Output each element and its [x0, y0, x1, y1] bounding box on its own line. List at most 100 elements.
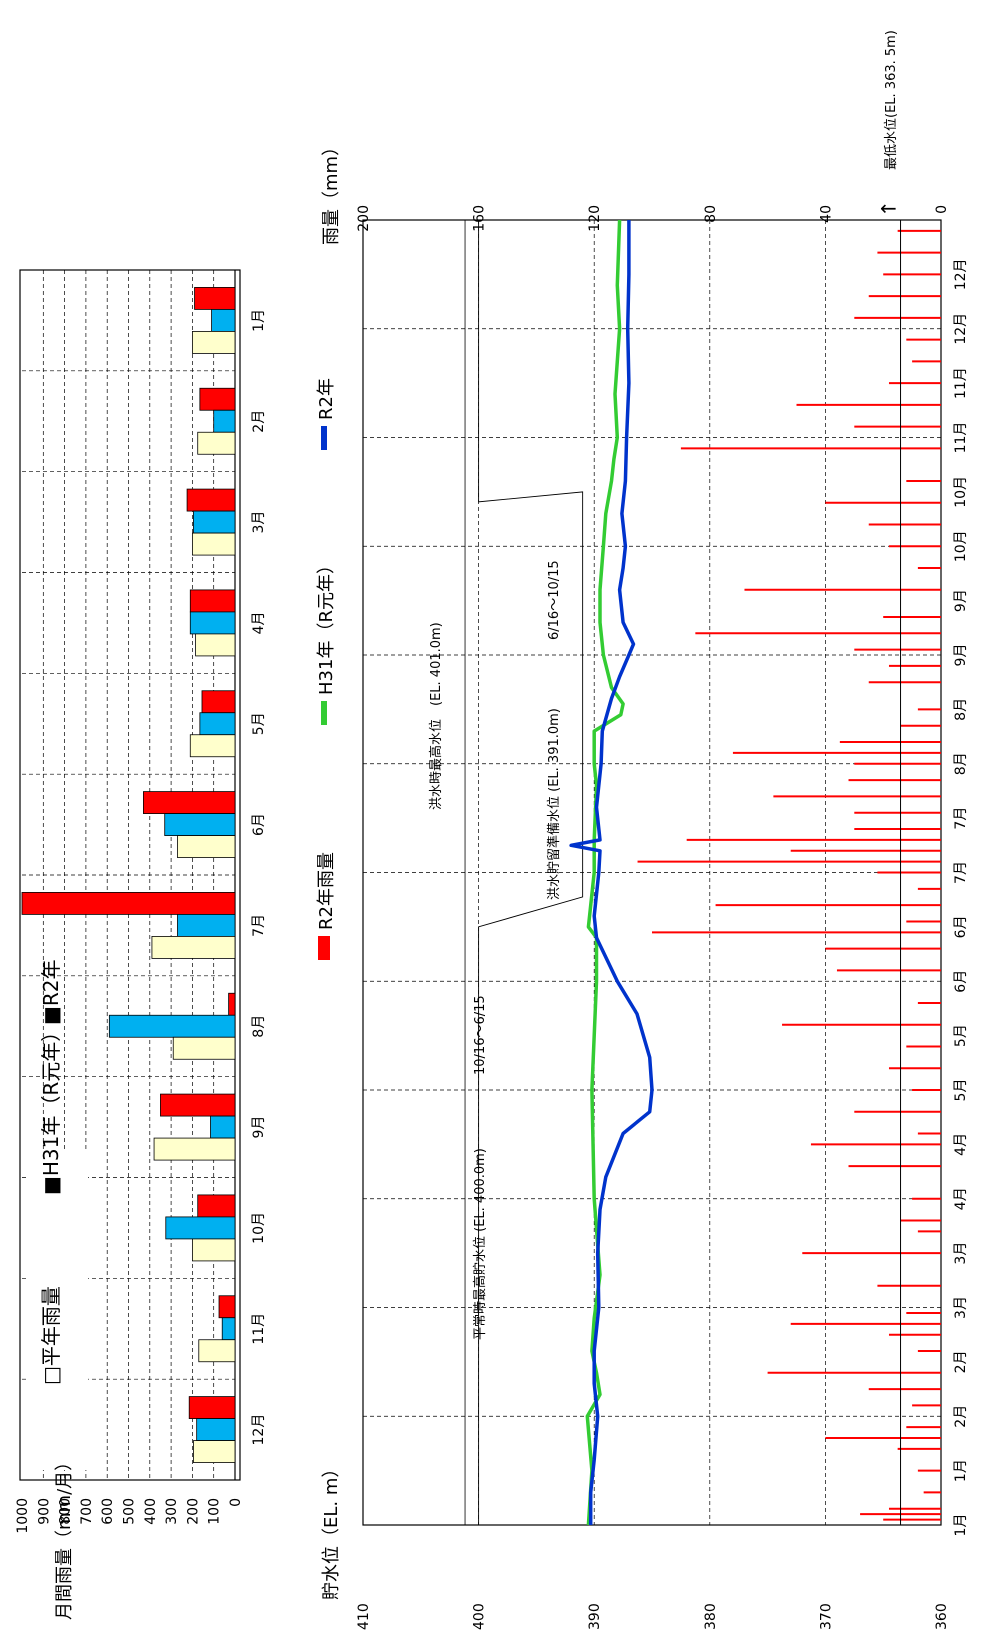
month-mid-tick: 3月: [953, 1242, 969, 1265]
water-level-axis-label: 貯水位（EL. m）: [321, 1460, 342, 1600]
rainfall-tick: 120: [587, 205, 603, 232]
bar-legend-bg: [28, 1150, 88, 1470]
bar: [195, 633, 236, 657]
rainfall-tick: 0: [934, 205, 950, 214]
month-mid-tick: 5月: [953, 1024, 969, 1047]
month-tick: 6月: [953, 970, 969, 993]
bar: [193, 1440, 236, 1463]
bar: [189, 611, 236, 635]
water-level-tick: 400: [472, 1603, 488, 1630]
bar-month-label: 8月: [251, 1015, 267, 1038]
bar: [196, 1418, 236, 1441]
bar: [153, 1137, 236, 1161]
bar-month-label: 12月: [251, 1414, 267, 1446]
month-mid-tick: 9月: [953, 589, 969, 612]
bar: [211, 309, 236, 332]
bar-legend-label: ■R2年: [39, 959, 63, 1025]
bar: [186, 488, 236, 512]
month-tick: 10月: [953, 530, 969, 562]
line-legend-label: R2年雨量: [316, 852, 337, 930]
min-level-arrow: ←: [880, 196, 897, 220]
bar: [172, 1036, 236, 1060]
bar-month-label: 6月: [251, 813, 267, 836]
bar: [197, 1194, 236, 1218]
bar-month-label: 11月: [251, 1313, 267, 1345]
month-mid-tick: 4月: [953, 1133, 969, 1156]
monthly-rainfall-chart: 1000 900 800 700 600 500 400 300 200 100 0 1月2月3月4…: [15, 269, 267, 1620]
water-level-series: [585, 219, 625, 1526]
annotation-flood-period: 6/16～10/15: [547, 560, 562, 640]
bar: [201, 690, 236, 714]
bar-y-tick: 900: [36, 1498, 52, 1525]
bar: [191, 1238, 236, 1262]
bar-month-label: 1月: [251, 309, 267, 332]
bar-legend-label: □平年雨量: [39, 1286, 63, 1385]
bar-month-label: 9月: [251, 1116, 267, 1139]
month-tick: 2月: [953, 1405, 969, 1428]
rainfall-tick: 40: [818, 205, 834, 223]
bar: [189, 589, 236, 613]
water-level-tick: 380: [703, 1603, 719, 1630]
bar: [177, 835, 236, 858]
bar-y-tick: 700: [79, 1498, 95, 1525]
rainfall-tick: 200: [356, 205, 372, 232]
month-tick: 3月: [953, 1296, 969, 1319]
bar: [189, 734, 236, 758]
water-level-series: [569, 220, 654, 1525]
bar: [188, 1396, 236, 1419]
month-tick: 9月: [953, 644, 969, 667]
rainfall-tick: 80: [703, 205, 719, 223]
bar: [21, 892, 236, 915]
bar: [108, 1014, 236, 1038]
month-mid-tick: 7月: [953, 807, 969, 830]
water-level-tick: 410: [356, 1603, 372, 1630]
water-level-tick: 370: [818, 1603, 834, 1630]
bar: [151, 936, 236, 959]
bar-y-axis-label: 月間雨量（mm/月）: [54, 1453, 75, 1620]
bar: [160, 1093, 236, 1117]
bar: [221, 1317, 236, 1341]
bar: [199, 387, 236, 411]
bar-month-label: 3月: [251, 511, 267, 534]
bar: [228, 992, 236, 1016]
month-tick: 7月: [953, 861, 969, 884]
bar-y-tick: 100: [207, 1498, 223, 1525]
storage-rule-curve: [478, 220, 584, 1525]
bar-month-label: 10月: [251, 1212, 267, 1244]
annotation-normal: 平常時最高貯水位 (EL. 400.0m): [472, 1148, 488, 1340]
bar: [198, 1339, 236, 1363]
bar: [197, 431, 236, 455]
bar: [218, 1295, 236, 1319]
bar-y-tick: 800: [58, 1498, 74, 1525]
rainfall-axis-label: 雨量（mm）: [321, 138, 342, 245]
line-legend-label: R2年: [316, 378, 337, 420]
month-tick: 11月: [953, 422, 969, 454]
annotation-flood-reserve: 洪水貯留準備水位 (EL. 391.0m): [546, 708, 562, 900]
month-mid-tick: 1月: [953, 1459, 969, 1482]
bar-month-label: 2月: [251, 410, 267, 433]
bar-month-label: 5月: [251, 712, 267, 735]
month-tick: 5月: [953, 1079, 969, 1102]
bar-y-tick: 600: [100, 1498, 116, 1525]
month-tick: 4月: [953, 1187, 969, 1210]
bar-legend: □平年雨量 ■H31年（R元年）■R2年: [28, 959, 88, 1470]
water-level-tick: 390: [587, 1603, 603, 1630]
bar: [191, 331, 236, 354]
bar-y-tick: 400: [143, 1498, 159, 1525]
month-mid-tick: 11月: [953, 367, 969, 399]
bar: [177, 914, 236, 937]
month-mid-tick: 6月: [953, 915, 969, 938]
water-level-chart: 360 370 380 390 400 410 0 40 80 120 160 200 1月 1月 2月 2月…: [316, 30, 969, 1630]
bar-y-tick: 200: [185, 1498, 201, 1525]
bar-y-tick: 0: [228, 1498, 244, 1507]
rainfall-tick: 160: [472, 205, 488, 232]
bar: [213, 409, 236, 433]
bar: [194, 287, 236, 310]
month-mid-tick: 12月: [953, 258, 969, 290]
line-legend-label: H31年（R元年）: [316, 556, 337, 695]
bar-month-label: 7月: [251, 914, 267, 937]
bar-month-label: 4月: [251, 611, 267, 634]
bar: [193, 510, 236, 534]
water-level-tick: 360: [934, 1603, 950, 1630]
